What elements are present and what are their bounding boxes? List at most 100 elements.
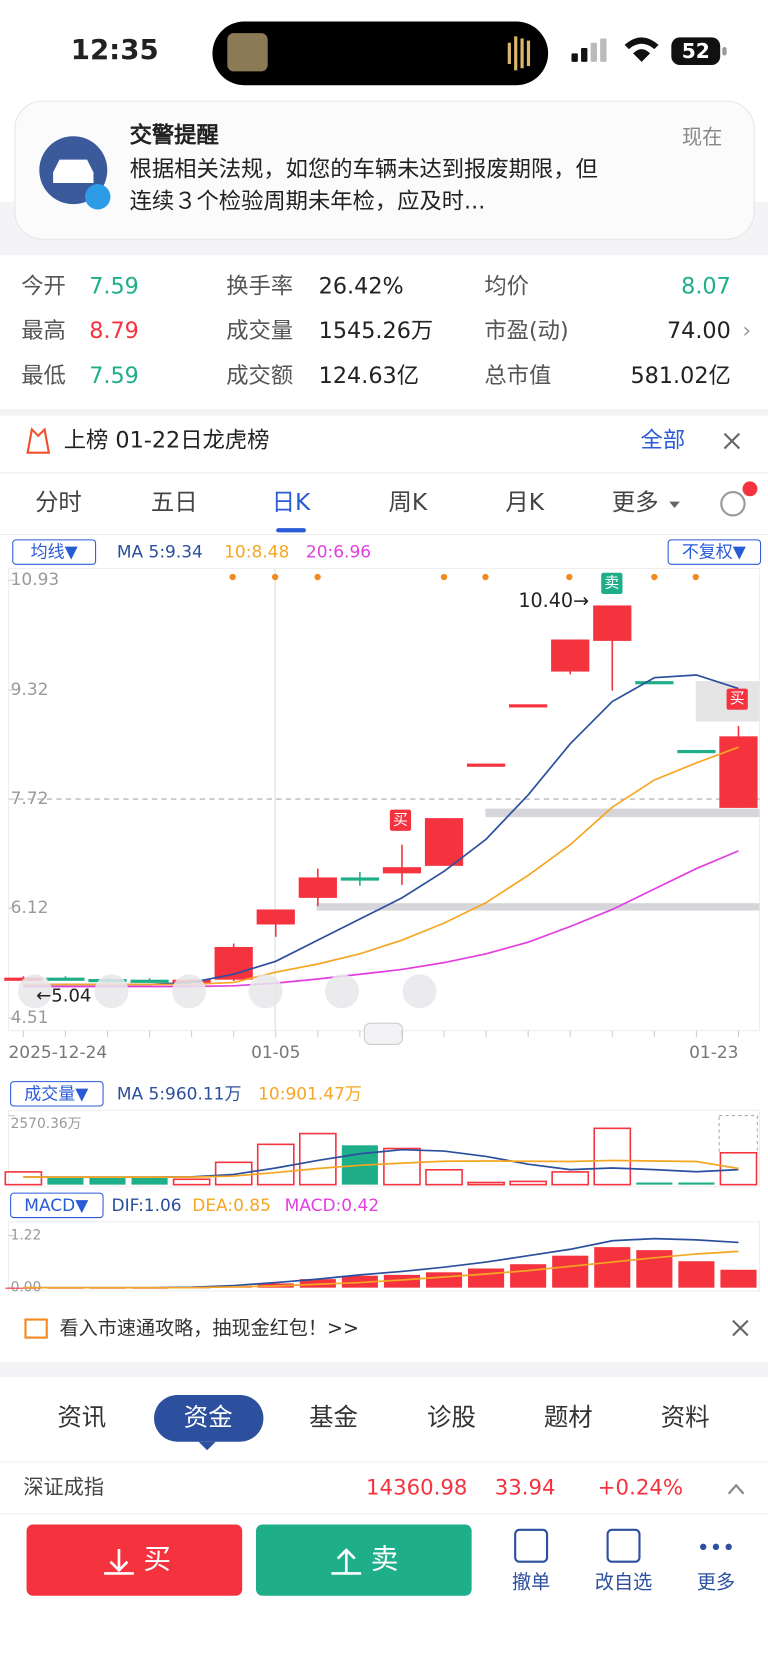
index-name: 深证成指 [23,1475,104,1499]
quote-label: 成交额 [226,363,293,389]
legend-label: MACD:0.42 [285,1196,379,1216]
x-tick-label: 01-23 [689,1043,738,1063]
event-dots [229,573,699,581]
macd-button-label: MACD▼ [24,1196,89,1216]
bar [636,1250,673,1288]
candle-body [677,749,716,754]
island-thumb [227,33,268,72]
quote-value: 124.63亿 [319,363,419,389]
tab[interactable]: 月K [505,488,544,516]
tab[interactable]: 日K [272,488,311,516]
candle-body [551,639,590,672]
bar [509,1180,548,1186]
buy-button[interactable] [26,1524,243,1596]
y-tick-label: 1.22 [11,1228,42,1244]
support-band [316,903,760,911]
candle-body [130,979,169,983]
tool-label: 撤单 [512,1570,550,1593]
annotation: 卖 [604,573,619,591]
bar [298,1132,337,1186]
buy-label: 买 [143,1543,171,1576]
more-icon[interactable] [700,1543,732,1551]
close-icon[interactable] [723,432,741,450]
tool-label: 改自选 [595,1570,652,1593]
candle-body [382,867,422,874]
section-tab[interactable]: 题材 [544,1402,593,1431]
tab[interactable]: 五日 [151,488,198,516]
candle-body [466,763,506,767]
bar [299,1279,336,1288]
close-icon[interactable] [732,1319,749,1337]
settings[interactable] [720,490,746,517]
ma-button-label: 均线▼ [31,543,79,563]
bar [425,1168,463,1186]
notif-line: 连续３个检验周期未年检，应及时... [130,189,486,215]
annotation: 买 [730,689,745,707]
sell-button[interactable] [256,1524,472,1596]
section-tab[interactable]: 资料 [661,1402,710,1431]
cancel-icon[interactable] [514,1528,549,1563]
bar [678,1261,715,1288]
section-tab[interactable]: 诊股 [427,1402,476,1431]
notif-title: 交警提醒 [130,122,219,149]
x-tick-label: 2025-12-24 [8,1043,107,1063]
sell-icon [331,1548,362,1575]
tab[interactable]: 更多 [612,488,659,516]
expand-icon[interactable] [727,1483,745,1495]
scroll-handle[interactable] [363,1022,404,1045]
annotation: 买 [393,810,408,828]
bar [552,1255,589,1288]
candle-body [256,909,295,925]
quote-label: 今开 [21,274,66,300]
quote-label: 最高 [21,318,66,344]
quote-label: 市盈(动) [484,318,568,344]
vol-frame [7,1109,761,1188]
chevron[interactable]: › [743,319,752,344]
macd-frame [7,1221,761,1292]
candle-body [46,977,85,981]
quote-value: 581.02亿 [630,363,730,389]
section-tab[interactable]: 资讯 [57,1402,106,1431]
notification[interactable] [14,100,755,240]
quote-label: 成交量 [226,318,293,344]
y-tick-label: 9.32 [11,680,49,700]
line-series [23,850,739,988]
tab[interactable]: 分时 [35,488,82,516]
rank-icon [26,427,51,454]
watch-icon[interactable] [606,1528,641,1563]
candle-body [593,605,632,641]
tab[interactable]: 周K [389,488,428,516]
x-tick-label: 01-05 [251,1043,300,1063]
quote-label: 最低 [21,363,66,389]
bar [425,1272,463,1288]
index-percent: +0.24% [598,1475,683,1500]
adjust-button[interactable] [667,539,762,565]
legend-label: DEA:0.85 [192,1196,271,1216]
battery-cap [722,46,727,56]
notif-line: 根据相关法规，如您的车辆未达到报废期限，但 [130,157,598,183]
legend-label: MA 5:960.11万 [117,1084,242,1104]
section-tab[interactable]: 资金 [184,1402,233,1431]
time: 12:35 [71,33,159,66]
legend-label: DIF:1.06 [112,1196,182,1216]
bar [551,1171,590,1186]
ma-button[interactable] [12,539,97,565]
candle-body [298,877,337,898]
section-tab[interactable]: 基金 [309,1402,358,1431]
line-series [23,1159,739,1178]
promo[interactable] [0,1298,768,1360]
quote-label: 均价 [484,274,529,300]
banner-link[interactable]: 全部 [641,428,686,454]
sell-label: 卖 [371,1543,399,1576]
quote-value: 7.59 [89,363,139,389]
vol-button[interactable] [10,1081,104,1107]
signal-tag [726,688,748,710]
adjust-label: 不复权▼ [682,543,747,563]
bar [89,1177,126,1185]
promo-text: 看入市速通攻略，抽现金红包！>> [59,1317,359,1340]
macd-button[interactable] [10,1192,104,1219]
bar [636,1182,673,1185]
gift-icon [24,1318,48,1339]
dynamic-island [212,21,549,86]
